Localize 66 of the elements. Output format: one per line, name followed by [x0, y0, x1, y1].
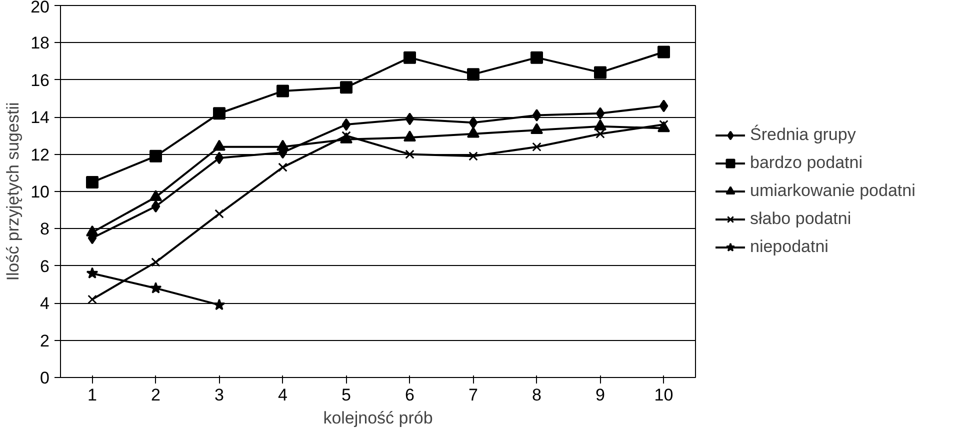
point — [467, 126, 480, 138]
point — [151, 200, 160, 213]
x-tick-label: 8 — [532, 386, 542, 404]
y-tick-label: 0 — [40, 368, 50, 388]
point — [86, 267, 98, 279]
legend-label: umiarkowanie podatni — [750, 181, 916, 201]
point — [530, 51, 543, 64]
y-tick-label: 12 — [30, 145, 50, 164]
x-tick-label: 1 — [88, 386, 97, 404]
point — [213, 107, 226, 120]
point — [405, 150, 414, 159]
point — [276, 84, 289, 98]
point — [404, 51, 416, 64]
point — [596, 129, 605, 138]
point — [278, 162, 288, 172]
y-tick-label: 20 — [30, 0, 50, 16]
y-tick-label: 14 — [30, 108, 50, 128]
point — [659, 100, 668, 112]
x-tick-label: 2 — [151, 386, 160, 404]
point — [659, 120, 668, 130]
point — [405, 112, 414, 126]
point — [404, 130, 416, 142]
legend-label: niepodatni — [750, 237, 828, 257]
legend-label: Średnia grupy — [750, 125, 856, 145]
point — [532, 142, 542, 152]
point — [594, 119, 606, 130]
point — [594, 66, 606, 79]
point — [86, 225, 98, 236]
legend-label: słabo podatni — [750, 209, 852, 229]
point — [596, 107, 605, 120]
point — [340, 81, 352, 94]
point — [467, 68, 480, 81]
point — [213, 140, 226, 151]
y-axis-title: Ilość przyjętych sugestii — [4, 102, 23, 281]
y-tick-label: 10 — [30, 182, 50, 202]
x-tick-label: 10 — [654, 386, 674, 404]
point — [530, 123, 543, 134]
y-tick-label: 16 — [30, 70, 50, 90]
x-tick-label: 9 — [596, 386, 605, 404]
y-tick-label: 2 — [40, 331, 50, 350]
x-axis-title: kolejność prób — [323, 408, 433, 428]
point — [88, 294, 97, 304]
point — [468, 152, 478, 161]
point — [342, 118, 351, 131]
x-tick-label: 4 — [278, 386, 288, 404]
point — [276, 140, 289, 151]
point — [150, 282, 162, 294]
point — [150, 190, 162, 202]
y-tick-label: 6 — [40, 256, 50, 276]
point — [658, 46, 670, 58]
point — [86, 176, 98, 188]
y-tick-label: 8 — [40, 220, 50, 239]
y-tick-label: 4 — [40, 294, 50, 314]
x-tick-label: 3 — [214, 386, 224, 404]
y-tick-label: 18 — [30, 34, 50, 53]
x-tick-label: 5 — [342, 386, 351, 404]
point — [214, 209, 224, 218]
point — [151, 258, 160, 267]
legend-label: bardzo podatni — [750, 153, 862, 173]
point — [532, 108, 542, 122]
point — [468, 116, 478, 129]
point — [150, 150, 162, 162]
point — [214, 152, 224, 164]
x-tick-label: 7 — [468, 386, 478, 404]
x-tick-label: 6 — [405, 386, 414, 404]
point — [213, 298, 226, 310]
